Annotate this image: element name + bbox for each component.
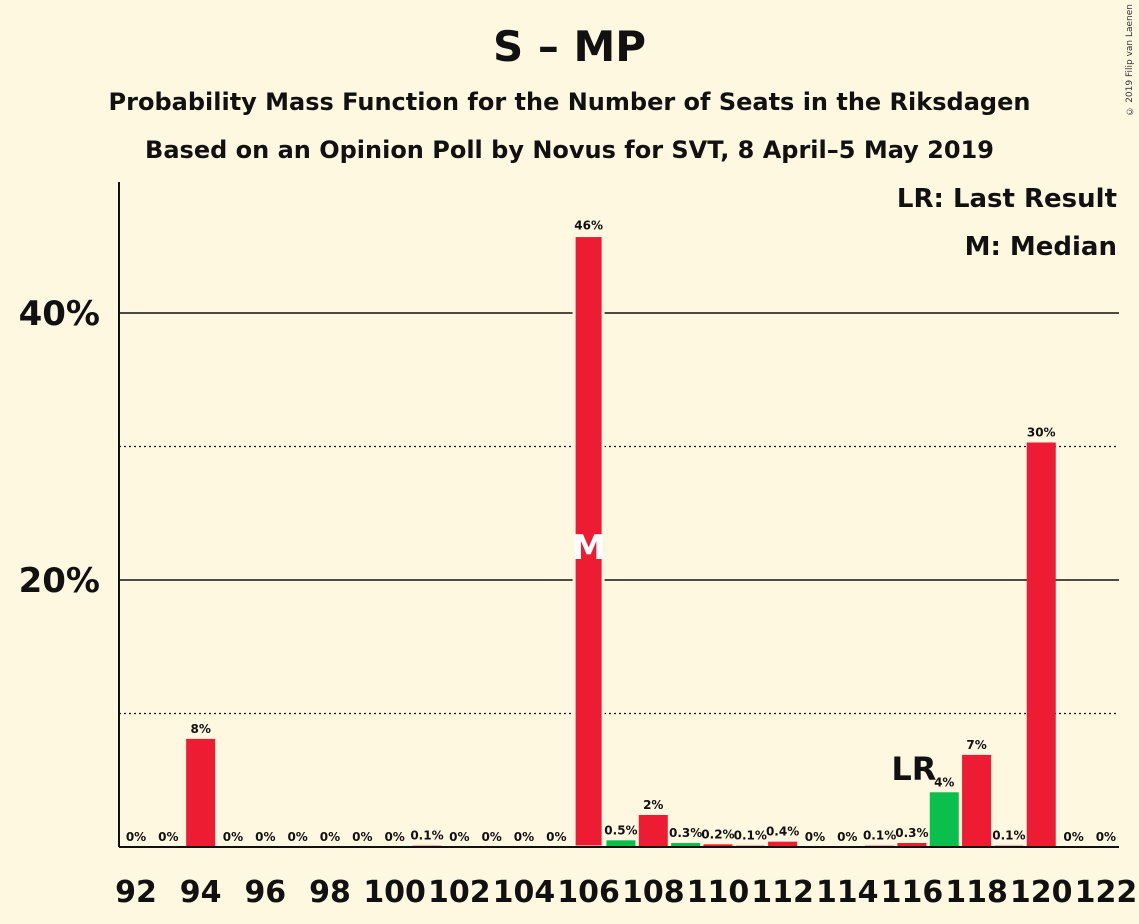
x-tick-label: 98 (309, 875, 351, 910)
bar (929, 792, 959, 847)
data-label: 0% (805, 830, 825, 844)
chart-title: S – MP (492, 22, 647, 71)
y-tick-label: 20% (19, 561, 100, 601)
bar (703, 844, 733, 847)
bar (897, 842, 927, 847)
x-tick-label: 96 (244, 875, 286, 910)
data-label: 0% (449, 830, 469, 844)
bar (638, 814, 668, 847)
data-label: 0.1% (992, 829, 1025, 843)
data-label: 0% (158, 830, 178, 844)
data-label: 0% (223, 830, 243, 844)
data-label: 0% (126, 830, 146, 844)
data-label: 0.2% (701, 827, 734, 841)
data-label: 0.3% (895, 826, 928, 840)
legend-last-result: LR: Last Result (896, 184, 1117, 214)
bar (606, 840, 636, 847)
x-tick-label: 110 (687, 875, 750, 910)
x-tick-label: 100 (363, 875, 426, 910)
data-label: 0% (546, 830, 566, 844)
bar (768, 841, 798, 847)
data-label: 0.4% (766, 825, 799, 839)
data-label: 0% (1063, 830, 1083, 844)
data-label: 0.1% (734, 829, 767, 843)
data-label: 0% (514, 830, 534, 844)
data-label: 0% (481, 830, 501, 844)
x-tick-label: 114 (816, 875, 879, 910)
x-tick-label: 106 (557, 875, 620, 910)
data-label: 46% (574, 219, 603, 233)
data-label: 0% (837, 830, 857, 844)
data-label: 4% (934, 775, 954, 789)
chart-subtitle-2: Based on an Opinion Poll by Novus for SV… (145, 136, 994, 164)
x-tick-label: 104 (493, 875, 556, 910)
x-tick-label: 122 (1075, 875, 1138, 910)
data-label: 8% (190, 722, 210, 736)
data-label: 0% (384, 830, 404, 844)
x-tick-label: 94 (180, 875, 222, 910)
legend-median: M: Median (964, 232, 1117, 262)
x-tick-label: 108 (622, 875, 685, 910)
bar (1026, 442, 1056, 847)
x-tick-label: 102 (428, 875, 491, 910)
data-label: 7% (966, 738, 986, 752)
x-tick-label: 120 (1010, 875, 1073, 910)
data-label: 0% (1096, 830, 1116, 844)
x-tick-label: 112 (751, 875, 814, 910)
y-tick-label: 40% (19, 294, 100, 334)
chart-subtitle-1: Probability Mass Function for the Number… (108, 88, 1031, 116)
last-result-marker: LR (891, 750, 936, 788)
data-label: 0% (255, 830, 275, 844)
x-tick-label: 118 (945, 875, 1008, 910)
data-label: 0.5% (604, 823, 637, 837)
data-label: 0.3% (669, 826, 702, 840)
data-label: 0% (352, 830, 372, 844)
data-label: 30% (1027, 425, 1056, 439)
x-tick-label: 116 (881, 875, 944, 910)
bar (671, 842, 701, 847)
bar (962, 754, 992, 847)
data-label: 0.1% (863, 829, 896, 843)
data-label: 0% (287, 830, 307, 844)
data-label: 2% (643, 798, 663, 812)
data-label: 0.1% (410, 829, 443, 843)
data-label: 0% (320, 830, 340, 844)
median-marker: M (572, 528, 606, 568)
bar (572, 234, 605, 849)
bar (186, 738, 216, 847)
x-tick-label: 92 (115, 875, 157, 910)
